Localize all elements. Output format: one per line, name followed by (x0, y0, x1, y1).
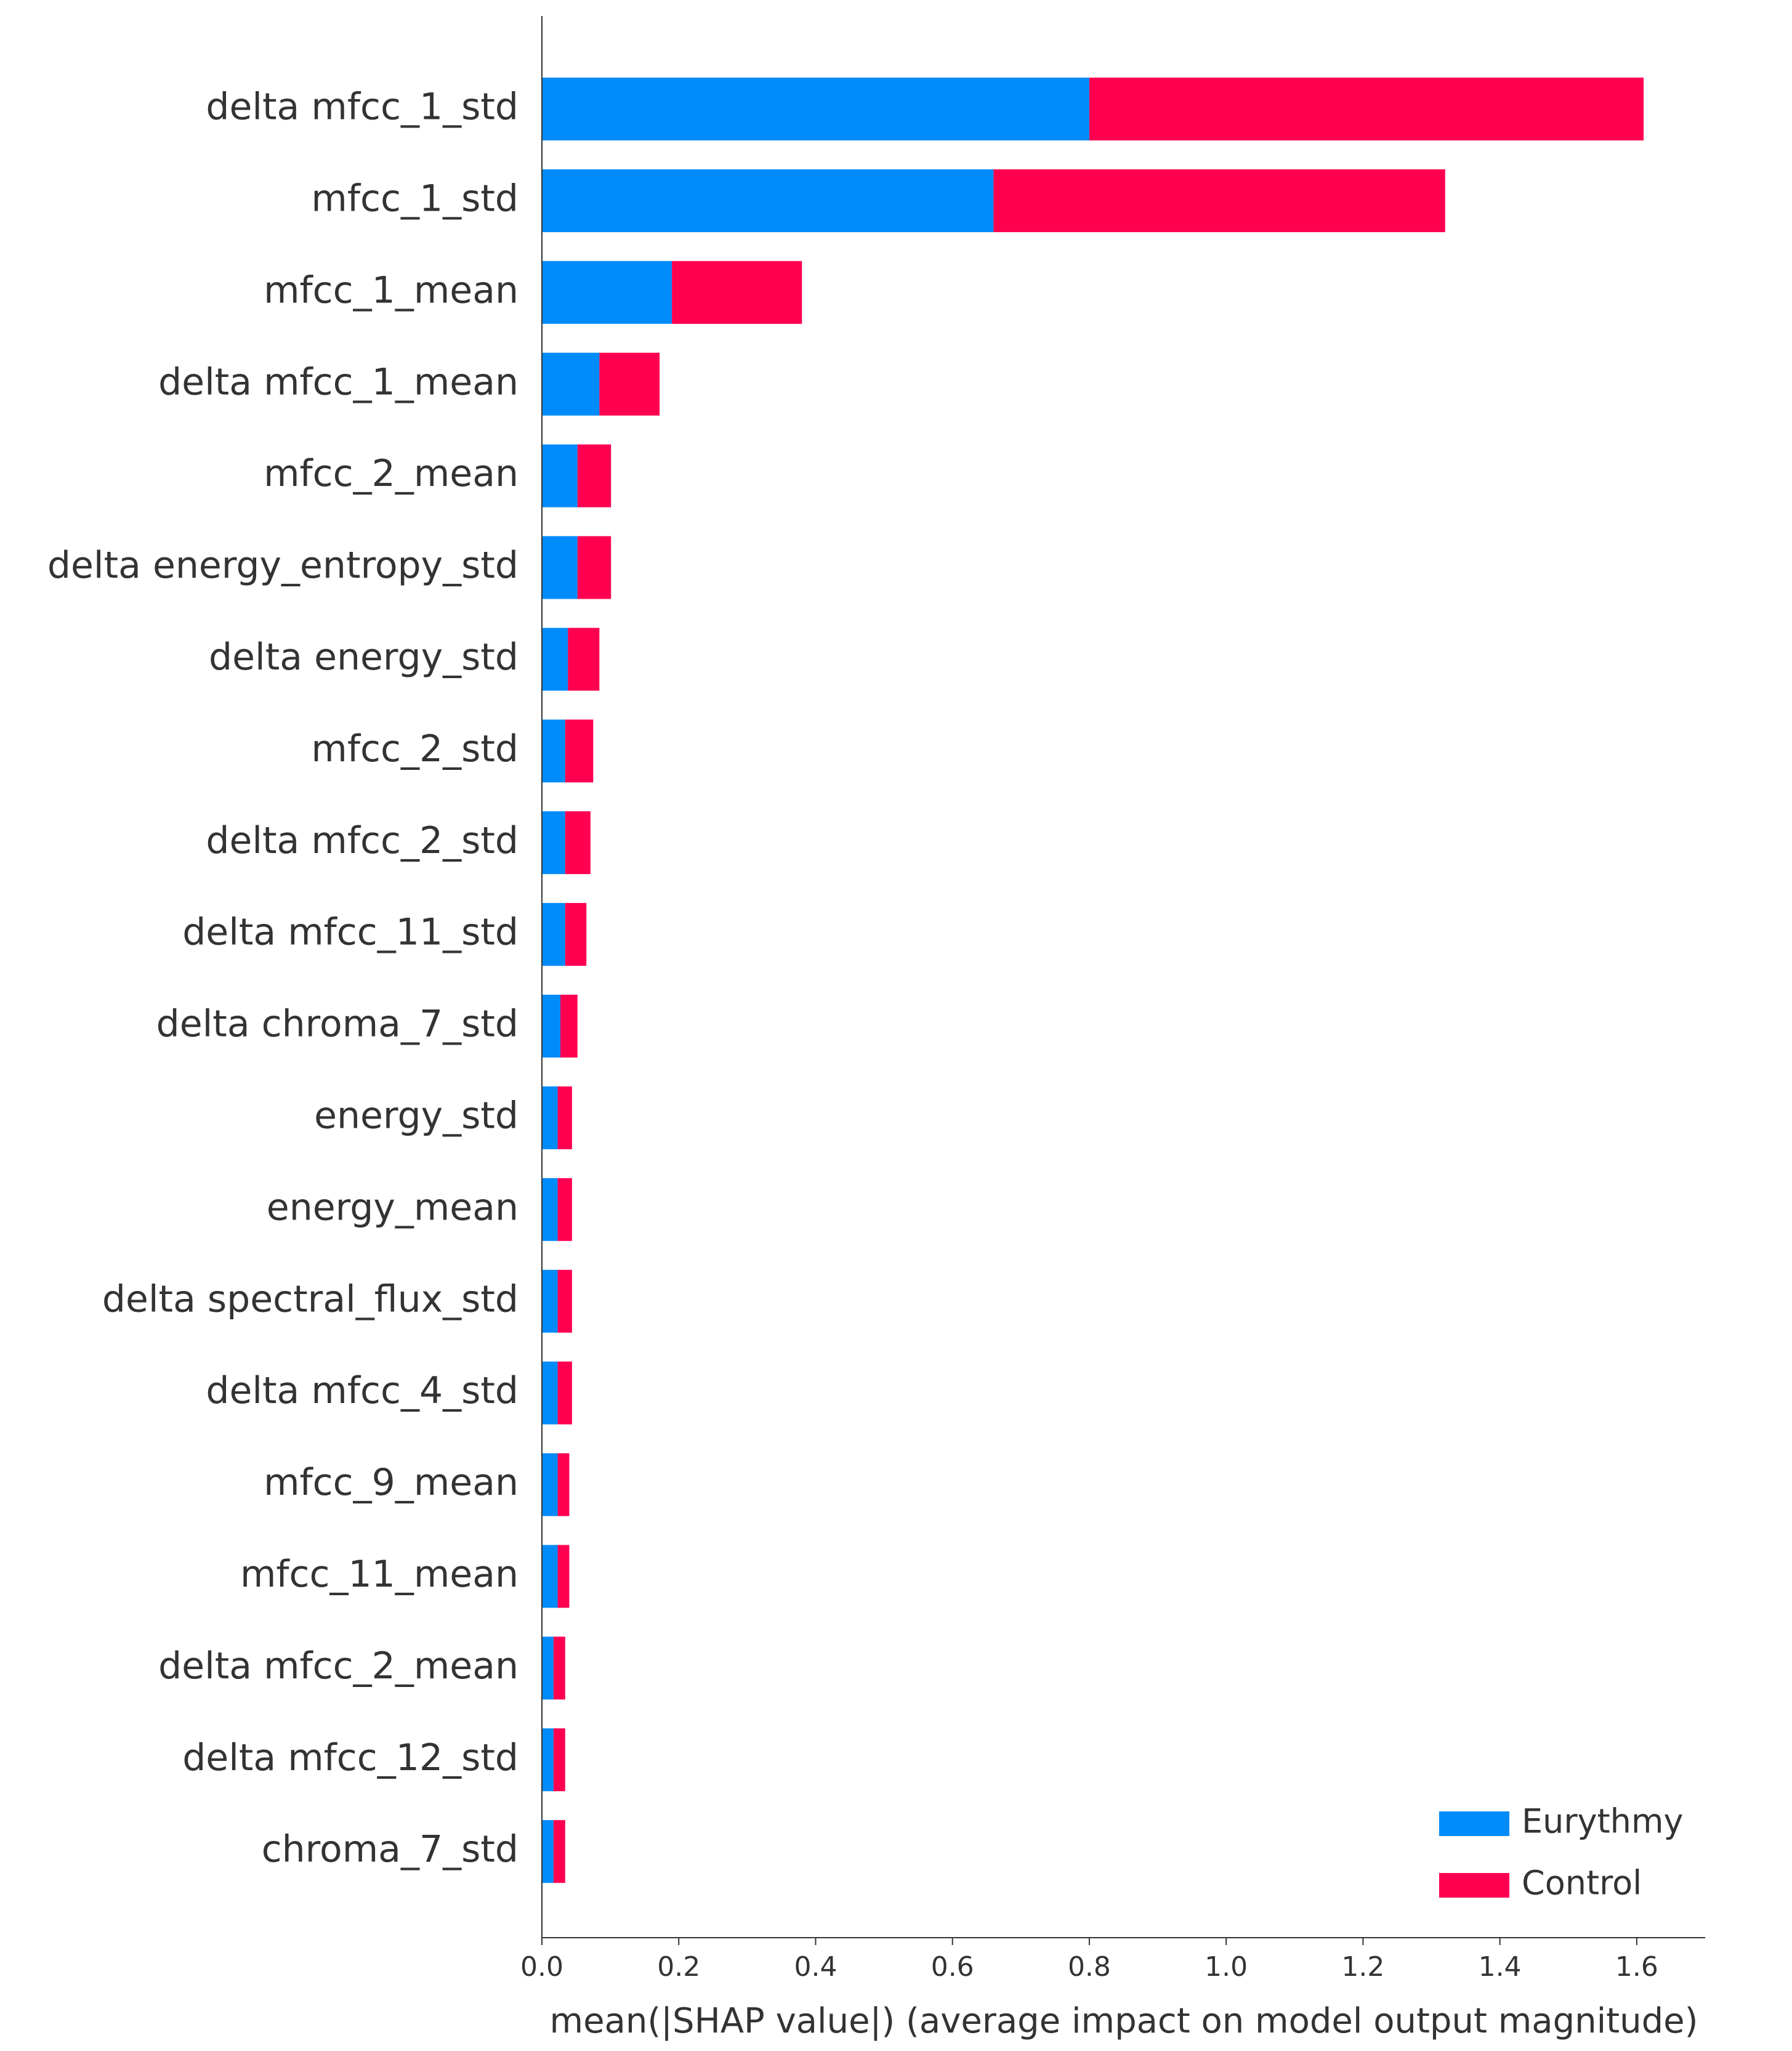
bar-segment (542, 261, 672, 324)
y-tick-label: chroma_7_std (262, 1828, 519, 1871)
bar-segment (542, 536, 578, 599)
bar-segment (557, 1453, 570, 1516)
y-tick-label: delta mfcc_4_std (206, 1369, 519, 1412)
y-tick-label: mfcc_2_std (311, 727, 519, 771)
y-tick-label: delta energy_entropy_std (47, 544, 519, 587)
bar-segment (565, 811, 591, 875)
x-tick-label: 0.8 (1068, 1951, 1111, 1983)
bar-segment (577, 444, 611, 508)
bar-segment (565, 903, 587, 966)
y-tick-label: delta mfcc_12_std (182, 1736, 519, 1779)
x-tick-label: 0.6 (931, 1951, 974, 1983)
bar-segment (542, 1086, 558, 1149)
bar-segment (542, 1269, 558, 1333)
bar-segment (542, 1453, 558, 1516)
bar-segment (993, 169, 1445, 232)
bar-segment (542, 444, 578, 508)
bar-segment (557, 1269, 572, 1333)
x-tick-label: 0.0 (520, 1951, 563, 1983)
bar-segment (542, 1178, 558, 1241)
bar-segment (542, 352, 600, 416)
bar-segment (542, 1728, 554, 1792)
bar-segment (542, 811, 565, 875)
bar-segment (542, 628, 568, 691)
y-tick-label: mfcc_9_mean (264, 1461, 519, 1504)
x-tick-label: 1.0 (1205, 1951, 1248, 1983)
x-tick-label: 1.2 (1341, 1951, 1384, 1983)
y-tick-label: mfcc_11_mean (240, 1553, 519, 1596)
bar-segment (542, 1820, 554, 1883)
bar-segment (542, 1636, 554, 1700)
bar-segment (568, 628, 600, 691)
y-tick-label: mfcc_1_std (311, 177, 519, 220)
y-tick-label: mfcc_2_mean (264, 452, 519, 495)
bar-segment (542, 169, 994, 232)
y-tick-label: delta spectral_flux_std (102, 1277, 519, 1321)
bar-segment (553, 1636, 565, 1700)
y-tick-label: mfcc_1_mean (264, 269, 519, 312)
bar-segment (553, 1820, 565, 1883)
y-tick-label: energy_mean (267, 1186, 519, 1229)
y-tick-label: delta mfcc_11_std (182, 911, 519, 954)
bar-segment (560, 995, 578, 1058)
bar-segment (542, 719, 565, 783)
legend-swatch (1439, 1873, 1509, 1898)
y-tick-label: delta mfcc_1_mean (158, 360, 519, 403)
bar-segment (557, 1361, 572, 1425)
y-tick-label: delta energy_std (209, 636, 519, 679)
bar-segment (542, 1545, 558, 1608)
y-tick-label: delta mfcc_2_std (206, 819, 519, 862)
bar-segment (577, 536, 611, 599)
x-tick-label: 1.6 (1615, 1951, 1658, 1983)
legend-label: Eurythmy (1522, 1802, 1683, 1841)
bar-segment (557, 1545, 570, 1608)
y-tick-label: energy_std (314, 1094, 519, 1137)
bar-segment (1089, 78, 1644, 140)
bar-segment (542, 903, 565, 966)
y-tick-label: delta mfcc_2_mean (158, 1644, 519, 1688)
legend-swatch (1439, 1811, 1509, 1836)
bar-segment (553, 1728, 565, 1792)
y-tick-label: delta chroma_7_std (156, 1003, 519, 1046)
legend-label: Control (1522, 1864, 1642, 1903)
bar-segment (557, 1178, 572, 1241)
bar-segment (557, 1086, 572, 1149)
bar-segment (542, 1361, 558, 1425)
y-tick-label: delta mfcc_1_std (206, 86, 519, 129)
bar-segment (542, 78, 1089, 140)
bar-segment (565, 719, 594, 783)
bar-segment (542, 995, 561, 1058)
bar-segment (672, 261, 802, 324)
x-tick-label: 0.2 (657, 1951, 700, 1983)
x-tick-label: 0.4 (794, 1951, 837, 1983)
bar-segment (599, 352, 660, 416)
x-tick-label: 1.4 (1479, 1951, 1522, 1983)
x-axis-label: mean(|SHAP value|) (average impact on mo… (550, 2001, 1698, 2041)
